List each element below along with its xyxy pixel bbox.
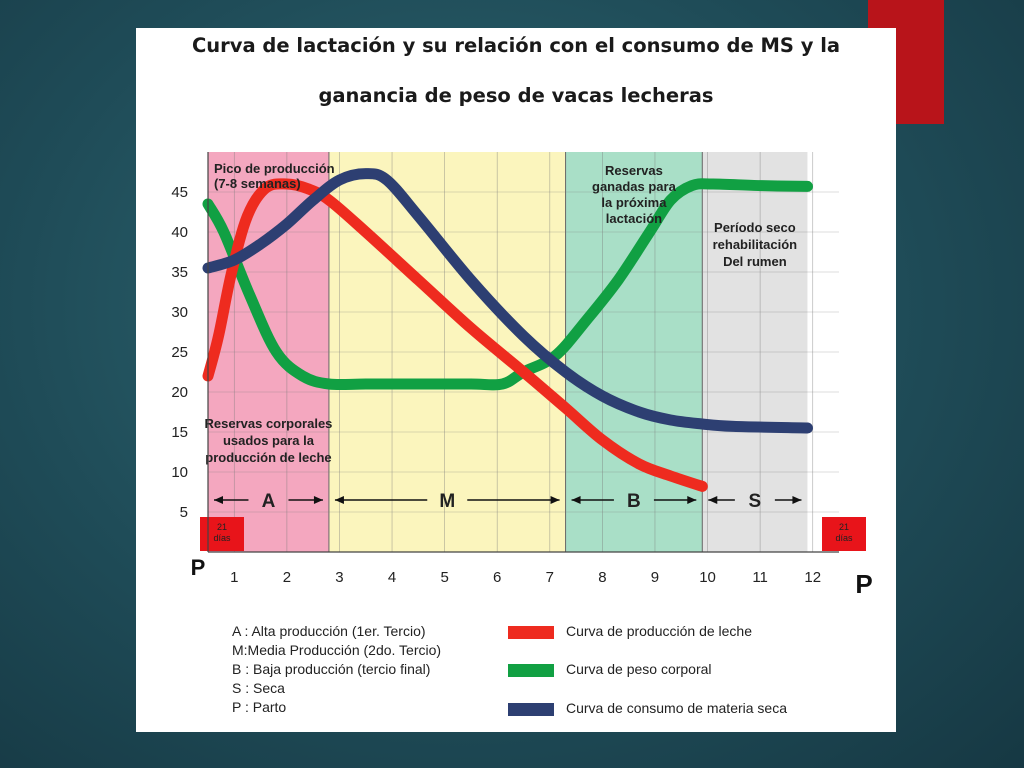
x-tick-label: 4: [388, 569, 396, 586]
region-span-arrowhead: [334, 496, 344, 504]
region-label-a: A: [262, 491, 276, 512]
chart-annotations: Pico de producción(7-8 semanas) Reservas …: [200, 161, 866, 551]
annotation-reserves-gained: ganadas para: [592, 179, 677, 194]
annotation-dry-period: Período seco: [714, 220, 796, 235]
y-tick-label: 20: [171, 384, 188, 401]
region-span-arrowhead: [571, 496, 581, 504]
axis-end-label-right: P: [855, 569, 872, 599]
x-tick-label: 12: [804, 569, 821, 586]
region-label-m: M: [439, 491, 455, 512]
annotation-peak: Pico de producción: [214, 161, 335, 176]
x-tick-label: 6: [493, 569, 501, 586]
y-tick-label: 30: [171, 304, 188, 321]
x-tick-label: 5: [440, 569, 448, 586]
region-span-arrowhead: [708, 496, 718, 504]
badge-text: días: [213, 533, 231, 543]
y-tick-label: 35: [171, 264, 188, 281]
badge-end: [822, 517, 866, 551]
region-span-arrowhead: [792, 496, 802, 504]
legend-abbr-b: B : Baja producción (tercio final): [232, 661, 431, 677]
region-m: [328, 152, 566, 552]
annotation-reserves-gained: la próxima: [601, 195, 667, 210]
x-tick-label: 7: [546, 569, 554, 586]
badge-start: [200, 517, 244, 551]
series-line-milk: [202, 178, 708, 492]
legend-label-milk: Curva de producción de leche: [566, 623, 753, 639]
region-span-arrowhead: [550, 496, 560, 504]
annotation-reserves-used: usados para la: [223, 433, 315, 448]
region-b: [565, 152, 703, 552]
badge-text: 21: [839, 522, 849, 532]
chart-grid: [208, 152, 839, 552]
legend-swatch-weight: [508, 664, 554, 677]
x-tick-label: 8: [598, 569, 606, 586]
slide-card: Curva de lactación y su relación con el …: [136, 28, 896, 732]
region-span-arrowhead: [313, 496, 323, 504]
legend-swatch-milk: [508, 626, 554, 639]
series-line-weight: [202, 178, 813, 391]
legend-abbr-m: M:Media Producción (2do. Tercio): [232, 642, 442, 658]
chart-series: [202, 168, 813, 492]
annotation-peak: (7-8 semanas): [214, 176, 301, 191]
annotation-reserves-used: producción de leche: [205, 450, 331, 465]
legend-swatch-dm-intake: [508, 703, 554, 716]
legend-label-dm-intake: Curva de consumo de materia seca: [566, 700, 787, 716]
series-line-dm-intake: [202, 168, 813, 434]
x-tick-label: 3: [335, 569, 343, 586]
badge-text: días: [835, 533, 853, 543]
region-a: [208, 152, 329, 552]
slide-title-line-2: ganancia de peso de vacas lecheras: [318, 84, 714, 107]
annotation-dry-period: rehabilitación: [713, 237, 798, 252]
axis-end-label-left: P: [191, 555, 206, 580]
region-span-arrowhead: [687, 496, 697, 504]
legend-abbr-p: P : Parto: [232, 699, 287, 715]
x-tick-label: 2: [283, 569, 291, 586]
x-tick-label: 9: [651, 569, 659, 586]
legend-abbr-a: A : Alta producción (1er. Tercio): [232, 623, 426, 639]
region-label-b: B: [627, 491, 641, 512]
annotation-reserves-used: Reservas corporales: [205, 416, 333, 431]
legend-abbr-s: S : Seca: [232, 680, 285, 696]
lactation-chart: Pico de producción(7-8 semanas) Reservas …: [171, 152, 873, 599]
annotation-reserves-gained: Reservas: [605, 163, 663, 178]
y-tick-label: 25: [171, 344, 188, 361]
x-tick-label: 11: [752, 569, 768, 586]
chart-regions: [208, 152, 808, 552]
x-tick-label: 10: [699, 569, 716, 586]
y-tick-label: 10: [171, 464, 188, 481]
legend-label-weight: Curva de peso corporal: [566, 661, 712, 677]
slide-title-line-1: Curva de lactación y su relación con el …: [191, 34, 841, 57]
region-label-s: S: [749, 491, 762, 512]
region-span-arrowhead: [214, 496, 223, 504]
y-tick-label: 5: [180, 504, 188, 521]
y-tick-label: 45: [171, 184, 188, 201]
x-tick-label: 1: [230, 569, 238, 586]
badge-text: 21: [217, 522, 227, 532]
annotation-dry-period: Del rumen: [723, 254, 787, 269]
y-tick-label: 15: [171, 424, 188, 441]
annotation-reserves-gained: lactación: [606, 211, 662, 226]
region-s: [702, 152, 808, 552]
y-tick-label: 40: [171, 224, 188, 241]
